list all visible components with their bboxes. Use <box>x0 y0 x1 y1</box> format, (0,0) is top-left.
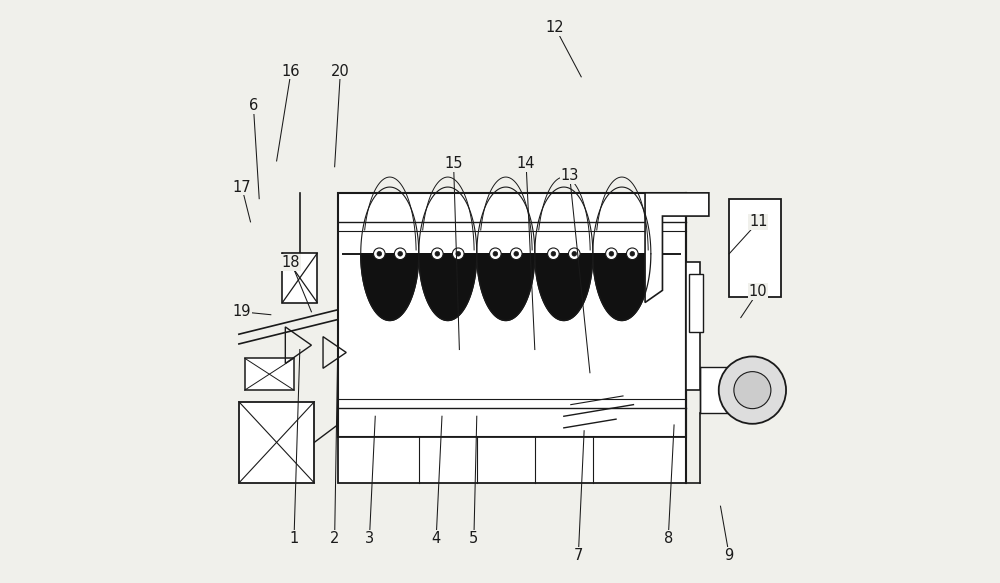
Text: 6: 6 <box>249 99 258 113</box>
Circle shape <box>606 248 617 259</box>
Circle shape <box>377 251 382 256</box>
Text: 3: 3 <box>365 531 374 546</box>
Circle shape <box>551 251 556 256</box>
Circle shape <box>490 248 501 259</box>
Text: 7: 7 <box>574 548 583 563</box>
Circle shape <box>432 248 443 259</box>
Circle shape <box>548 248 559 259</box>
Bar <box>338 193 686 437</box>
Circle shape <box>630 251 635 256</box>
Text: 13: 13 <box>560 168 579 183</box>
Polygon shape <box>645 193 709 303</box>
Bar <box>729 199 781 297</box>
Bar <box>686 262 700 390</box>
Circle shape <box>568 248 580 259</box>
Text: 20: 20 <box>331 64 350 79</box>
Text: 10: 10 <box>749 284 768 299</box>
Circle shape <box>394 248 406 259</box>
Polygon shape <box>535 254 593 321</box>
Text: 1: 1 <box>289 531 299 546</box>
Circle shape <box>435 251 440 256</box>
Text: 9: 9 <box>725 548 734 563</box>
Text: 4: 4 <box>432 531 441 546</box>
Circle shape <box>493 251 498 256</box>
Text: 16: 16 <box>282 64 300 79</box>
Circle shape <box>734 371 771 409</box>
Text: 11: 11 <box>749 215 767 229</box>
Circle shape <box>572 251 577 256</box>
Polygon shape <box>361 254 419 321</box>
Circle shape <box>398 251 403 256</box>
Circle shape <box>609 251 614 256</box>
Text: 12: 12 <box>546 20 564 35</box>
Bar <box>700 367 738 413</box>
Bar <box>245 358 294 390</box>
Text: 14: 14 <box>517 156 535 171</box>
Text: 18: 18 <box>282 255 300 270</box>
Polygon shape <box>593 254 651 321</box>
Text: 5: 5 <box>469 531 479 546</box>
Circle shape <box>452 248 464 259</box>
Circle shape <box>510 248 522 259</box>
Text: 8: 8 <box>664 531 673 546</box>
Bar <box>239 402 314 483</box>
Text: 17: 17 <box>232 180 251 195</box>
Circle shape <box>456 251 461 256</box>
Text: 19: 19 <box>233 304 251 319</box>
Circle shape <box>719 356 786 424</box>
Text: 15: 15 <box>444 156 463 171</box>
Polygon shape <box>477 254 535 321</box>
Circle shape <box>514 251 519 256</box>
Bar <box>282 253 317 303</box>
Bar <box>689 274 703 332</box>
Polygon shape <box>419 254 477 321</box>
Text: 2: 2 <box>330 531 339 546</box>
Circle shape <box>374 248 385 259</box>
Bar <box>338 437 686 483</box>
Circle shape <box>626 248 638 259</box>
